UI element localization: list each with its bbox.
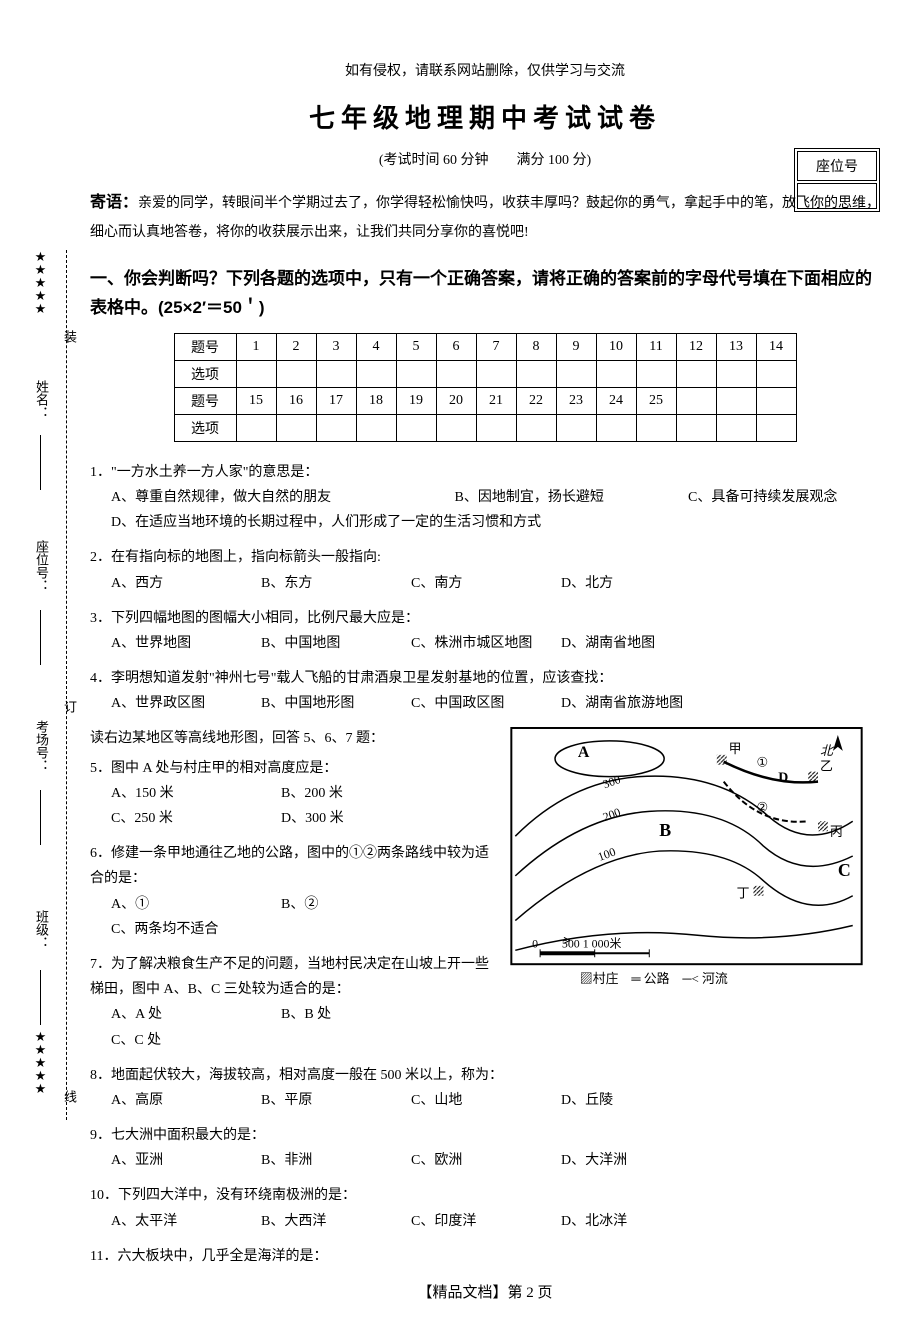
q2-stem: 2．在有指向标的地图上，指向标箭头一般指向: <box>90 545 880 570</box>
header-note: 如有侵权，请联系网站删除，仅供学习与交流 <box>90 60 880 80</box>
svg-text:▨村庄 ═ 公路 ─< 河流: ▨村庄 ═ 公路 ─< 河流 <box>580 972 728 987</box>
grid-row-ans-2: 选项 <box>174 414 796 441</box>
svg-text:丙: 丙 <box>830 826 843 840</box>
q5-opt-a: A、150 米 <box>111 781 241 806</box>
q3-opt-c: C、株洲市城区地图 <box>411 631 561 656</box>
q6-stem: 6．修建一条甲地通往乙地的公路，图中的①②两条路线中较为适合的是： <box>90 841 501 891</box>
q7-stem: 7．为了解决粮食生产不足的问题，当地村民决定在山坡上开一些梯田，图中 A、B、C… <box>90 952 501 1002</box>
q7-opt-c: C、C 处 <box>111 1028 161 1053</box>
question-4: 4．李明想知道发射"神州七号"载人飞船的甘肃酒泉卫星发射基地的位置，应该查找： … <box>90 666 880 716</box>
question-6: 6．修建一条甲地通往乙地的公路，图中的①②两条路线中较为适合的是： A、① B、… <box>90 841 501 942</box>
q4-opt-b: B、中国地形图 <box>261 691 411 716</box>
q5-opt-c: C、250 米 <box>111 806 241 831</box>
q11-stem: 11．六大板块中，几乎全是海洋的是： <box>90 1244 880 1269</box>
svg-text:D: D <box>778 771 788 786</box>
q2-opt-d: D、北方 <box>561 571 711 596</box>
q7-opt-b: B、B 处 <box>281 1002 391 1027</box>
exam-info: (考试时间 60 分钟 满分 100 分) <box>90 149 880 169</box>
q1-opt-b: B、因地制宜，扬长避短 <box>455 485 645 510</box>
question-9: 9．七大洲中面积最大的是： A、亚洲 B、非洲 C、欧洲 D、大洋洲 <box>90 1123 880 1173</box>
preface: 寄语：亲爱的同学，转眼间半个学期过去了，你学得轻松愉快吗，收获丰厚吗？鼓起你的勇… <box>90 187 880 247</box>
question-2: 2．在有指向标的地图上，指向标箭头一般指向: A、西方 B、东方 C、南方 D、… <box>90 545 880 595</box>
preface-lead: 寄语： <box>90 194 138 211</box>
q1-stem: 1．"一方水土养一方人家"的意思是： <box>90 460 880 485</box>
svg-text:丁: 丁 <box>736 887 749 901</box>
q2-opt-c: C、南方 <box>411 571 561 596</box>
q6-opt-a: A、① <box>111 892 241 917</box>
question-3: 3．下列四幅地图的图幅大小相同，比例尺最大应是： A、世界地图 B、中国地图 C… <box>90 606 880 656</box>
q6-opt-b: B、② <box>281 892 391 917</box>
q4-opt-a: A、世界政区图 <box>111 691 261 716</box>
q10-opt-a: A、太平洋 <box>111 1209 261 1234</box>
q10-stem: 10．下列四大洋中，没有环绕南极洲的是： <box>90 1183 880 1208</box>
q4-opt-c: C、中国政区图 <box>411 691 561 716</box>
svg-text:①: ① <box>756 756 768 770</box>
grid-row-num-1: 题号 1234567891011121314 <box>174 333 796 360</box>
svg-text:甲: 甲 <box>728 742 741 756</box>
svg-text:C: C <box>838 860 851 880</box>
page-footer: 【精品文档】第 2 页 <box>90 1281 880 1302</box>
contour-map: A B C D 300 200 100 ① ② 甲 乙 丙 丁 北 <box>509 726 880 1062</box>
svg-text:北: 北 <box>820 744 835 758</box>
q567-intro: 读右边某地区等高线地形图，回答 5、6、7 题： <box>90 726 501 751</box>
q2-opt-b: B、东方 <box>261 571 411 596</box>
q4-stem: 4．李明想知道发射"神州七号"载人飞船的甘肃酒泉卫星发射基地的位置，应该查找： <box>90 666 880 691</box>
grid-row-ans-1: 选项 <box>174 360 796 387</box>
question-7: 7．为了解决粮食生产不足的问题，当地村民决定在山坡上开一些梯田，图中 A、B、C… <box>90 952 501 1053</box>
q8-opt-a: A、高原 <box>111 1088 261 1113</box>
section-1-heading: 一、你会判断吗？下列各题的选项中，只有一个正确答案，请将正确的答案前的字母代号填… <box>90 265 880 323</box>
question-11: 11．六大板块中，几乎全是海洋的是： <box>90 1244 880 1269</box>
svg-text:乙: 乙 <box>820 760 833 774</box>
q8-stem: 8．地面起伏较大，海拔较高，相对高度一般在 500 米以上，称为： <box>90 1063 880 1088</box>
q5-stem: 5．图中 A 处与村庄甲的相对高度应是： <box>90 756 501 781</box>
grid-row-num-2: 题号 1516171819202122232425 <box>174 387 796 414</box>
svg-text:0 500 1 000米: 0 500 1 000米 <box>532 937 621 951</box>
svg-text:②: ② <box>756 801 768 815</box>
q9-stem: 9．七大洲中面积最大的是： <box>90 1123 880 1148</box>
q8-opt-c: C、山地 <box>411 1088 561 1113</box>
q2-opt-a: A、西方 <box>111 571 261 596</box>
q1-opt-a: A、尊重自然规律，做大自然的朋友 <box>111 485 411 510</box>
q10-opt-b: B、大西洋 <box>261 1209 411 1234</box>
q7-opt-a: A、A 处 <box>111 1002 241 1027</box>
q8-opt-d: D、丘陵 <box>561 1088 711 1113</box>
q4-opt-d: D、湖南省旅游地图 <box>561 691 731 716</box>
q9-opt-b: B、非洲 <box>261 1148 411 1173</box>
question-5: 5．图中 A 处与村庄甲的相对高度应是： A、150 米 B、200 米 C、2… <box>90 756 501 832</box>
q9-opt-c: C、欧洲 <box>411 1148 561 1173</box>
page-title: 七年级地理期中考试试卷 <box>90 98 880 135</box>
preface-body: 亲爱的同学，转眼间半个学期过去了，你学得轻松愉快吗，收获丰厚吗？鼓起你的勇气，拿… <box>90 196 880 240</box>
svg-text:B: B <box>659 821 671 841</box>
q10-opt-d: D、北冰洋 <box>561 1209 711 1234</box>
q9-opt-a: A、亚洲 <box>111 1148 261 1173</box>
q5-opt-b: B、200 米 <box>281 781 343 806</box>
question-8: 8．地面起伏较大，海拔较高，相对高度一般在 500 米以上，称为： A、高原 B… <box>90 1063 880 1113</box>
question-10: 10．下列四大洋中，没有环绕南极洲的是： A、太平洋 B、大西洋 C、印度洋 D… <box>90 1183 880 1233</box>
q3-opt-b: B、中国地图 <box>261 631 411 656</box>
q8-opt-b: B、平原 <box>261 1088 411 1113</box>
q1-opt-c: C、具备可持续发展观念 <box>688 485 837 510</box>
q6-opt-c: C、两条均不适合 <box>111 917 218 942</box>
q9-opt-d: D、大洋洲 <box>561 1148 711 1173</box>
q3-opt-d: D、湖南省地图 <box>561 631 711 656</box>
q3-stem: 3．下列四幅地图的图幅大小相同，比例尺最大应是： <box>90 606 880 631</box>
q5-opt-d: D、300 米 <box>281 806 344 831</box>
q10-opt-c: C、印度洋 <box>411 1209 561 1234</box>
q1-opt-d: D、在适应当地环境的长期过程中，人们形成了一定的生活习惯和方式 <box>111 515 541 530</box>
answer-grid: 题号 1234567891011121314 选项 题号 15161718192… <box>174 333 797 442</box>
question-1: 1．"一方水土养一方人家"的意思是： A、尊重自然规律，做大自然的朋友 B、因地… <box>90 460 880 536</box>
svg-text:A: A <box>578 744 590 761</box>
q3-opt-a: A、世界地图 <box>111 631 261 656</box>
contour-map-svg: A B C D 300 200 100 ① ② 甲 乙 丙 丁 北 <box>509 726 864 991</box>
